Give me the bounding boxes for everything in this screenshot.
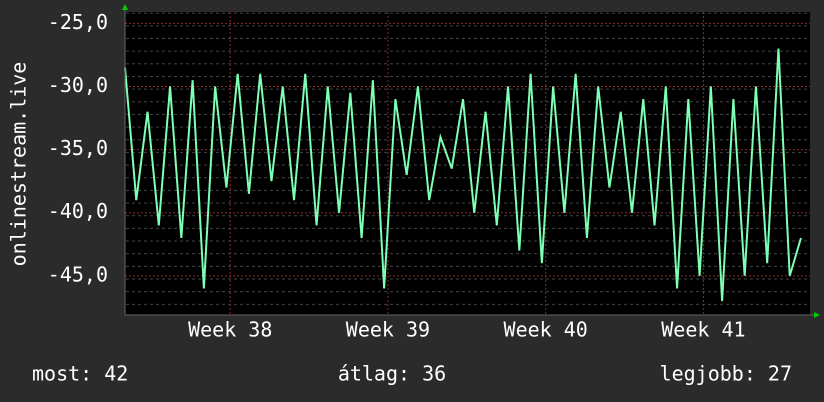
footer-best: legjobb: 27 (660, 362, 792, 386)
y-tick-label: -35,0 (48, 136, 108, 160)
footer-average: átlag: 36 (338, 362, 446, 386)
x-tick-label: Week 40 (504, 318, 588, 342)
y-arrow (122, 4, 128, 10)
footer-current: most: 42 (32, 362, 128, 386)
y-tick-label: -40,0 (48, 199, 108, 223)
y-tick-label: -30,0 (48, 73, 108, 97)
data-line (124, 48, 802, 302)
y-axis-label: onlinestream.live (7, 62, 31, 267)
x-tick-label: Week 38 (188, 318, 272, 342)
x-tick-label: Week 41 (661, 318, 745, 342)
minor-grid (125, 12, 810, 315)
x-arrow (814, 312, 820, 318)
y-tick-label: -45,0 (48, 262, 108, 286)
y-tick-label: -25,0 (48, 10, 108, 34)
x-tick-label: Week 39 (346, 318, 430, 342)
